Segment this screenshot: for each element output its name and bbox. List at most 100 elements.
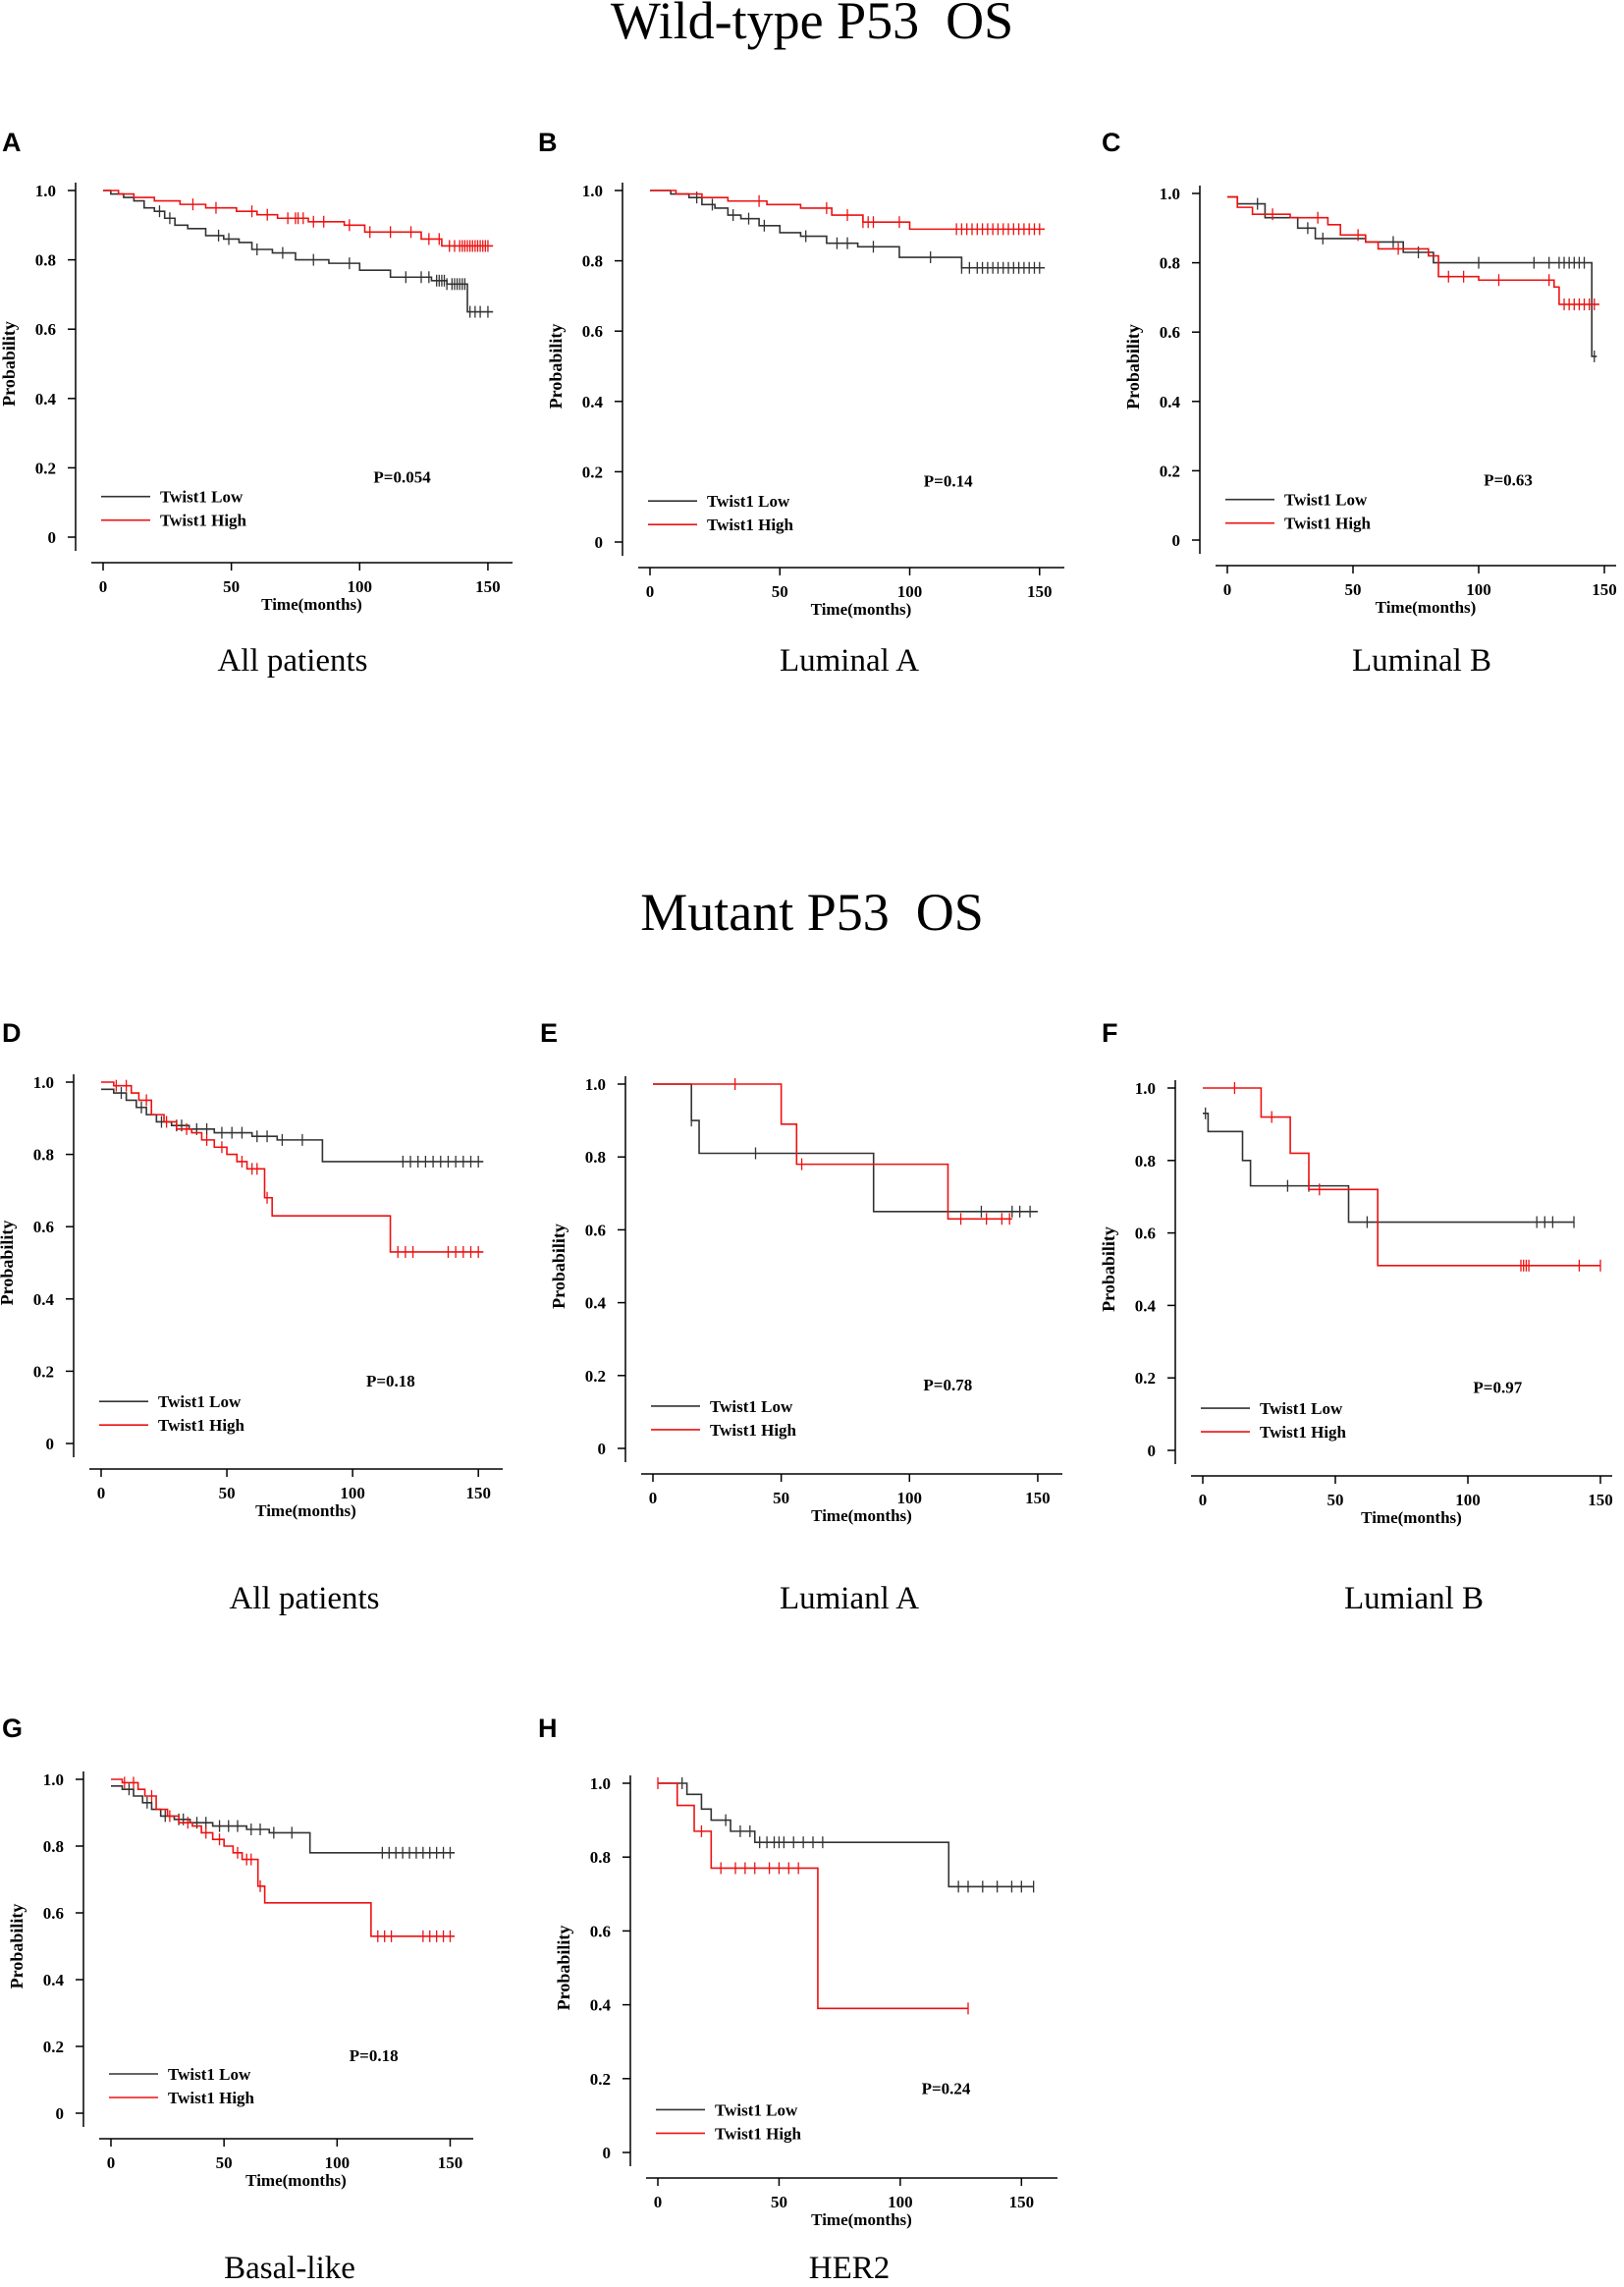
panel-caption-E: Lumianl A [779, 1581, 920, 1616]
y-tick-label: 0.8 [590, 1848, 611, 1867]
x-tick-label: 0 [1223, 580, 1232, 599]
plot-area: 0 50 100 150 0 0.2 0.4 0.6 0.8 1.0 Time(months) Pro… [1099, 1079, 1613, 1527]
x-tick-label: 0 [654, 2193, 663, 2211]
x-tick-label: 100 [897, 1489, 923, 1507]
panel-letter-C: C [1102, 128, 1121, 157]
km-curve-low [653, 1083, 1038, 1213]
x-tick-label: 150 [1027, 582, 1053, 601]
panel-letter-B: B [538, 128, 558, 157]
km-curve-low [1227, 195, 1597, 357]
km-curve-high [658, 1782, 968, 2010]
legend-label-high: Twist1 High [1260, 1423, 1347, 1442]
p-value-label: P=0.78 [923, 1376, 972, 1394]
km-chart-G: 0 50 100 150 0 0.2 0.4 0.6 0.8 1.0 Time(months) Pro… [7, 1770, 473, 2190]
km-curve-low [103, 190, 494, 313]
y-tick-label: 0 [48, 528, 57, 547]
km-curve-low [650, 190, 1046, 269]
section-title-mutant: Mutant P53 OS [640, 883, 984, 942]
y-tick-label: 0 [1172, 531, 1181, 550]
legend-label-high: Twist1 High [1284, 515, 1372, 533]
x-tick-label: 100 [1455, 1491, 1481, 1509]
x-axis-label: Time(months) [255, 1501, 356, 1520]
y-tick-label: 0 [46, 1435, 55, 1453]
y-tick-label: 0.4 [590, 1996, 612, 2015]
y-tick-label: 0.8 [1135, 1152, 1156, 1171]
x-tick-label: 50 [773, 1489, 789, 1507]
km-curve-high [1227, 195, 1599, 305]
y-tick-label: 0.6 [43, 1904, 64, 1923]
x-tick-label: 150 [1009, 2193, 1035, 2211]
km-chart-F: 0 50 100 150 0 0.2 0.4 0.6 0.8 1.0 Time(months) Pro… [1099, 1079, 1613, 1527]
y-tick-label: 0.8 [1160, 254, 1180, 273]
plot-area: 0 50 100 150 0 0.2 0.4 0.6 0.8 1.0 Time(months) Pro… [7, 1770, 473, 2190]
x-tick-label: 100 [888, 2193, 913, 2211]
y-axis-label: Probability [1099, 1226, 1118, 1312]
y-tick-label: 1.0 [1160, 185, 1180, 203]
km-chart-H: 0 50 100 150 0 0.2 0.4 0.6 0.8 1.0 Time(months) Pro… [554, 1774, 1057, 2229]
y-tick-label: 1.0 [35, 182, 56, 200]
y-tick-label: 0.8 [582, 252, 603, 271]
x-tick-label: 0 [646, 582, 655, 601]
legend-label-low: Twist1 Low [707, 492, 790, 511]
x-tick-label: 100 [340, 1484, 365, 1502]
panel-letter-A: A [2, 128, 22, 157]
y-tick-label: 0.4 [33, 1290, 55, 1309]
km-curve-high [101, 1081, 484, 1253]
legend-label-high: Twist1 High [158, 1416, 245, 1435]
y-tick-label: 0.4 [585, 1294, 607, 1313]
x-tick-label: 50 [771, 2193, 787, 2211]
plot-area: 0 50 100 150 0 0.2 0.4 0.6 0.8 1.0 Time(months) Pro… [546, 182, 1064, 619]
y-tick-label: 1.0 [1135, 1079, 1156, 1098]
panel-letter-F: F [1102, 1018, 1118, 1048]
y-tick-label: 0 [56, 2104, 65, 2123]
x-tick-label: 50 [223, 577, 240, 596]
x-tick-label: 50 [219, 1484, 236, 1502]
x-tick-label: 50 [1345, 580, 1362, 599]
km-curve-low [101, 1088, 484, 1163]
panel-letter-D: D [2, 1018, 22, 1048]
x-tick-label: 0 [1199, 1491, 1208, 1509]
y-tick-label: 0.8 [585, 1148, 606, 1167]
p-value-label: P=0.18 [366, 1372, 415, 1390]
y-tick-label: 0.4 [582, 393, 604, 411]
km-curve-high [653, 1083, 1012, 1221]
x-tick-label: 150 [1592, 580, 1617, 599]
y-axis-label: Probability [546, 324, 566, 409]
x-tick-label: 0 [107, 2153, 116, 2172]
y-tick-label: 0.2 [33, 1362, 54, 1381]
y-tick-label: 0.6 [35, 320, 56, 339]
x-tick-label: 100 [897, 582, 923, 601]
x-tick-label: 0 [649, 1489, 658, 1507]
y-tick-label: 0.4 [1160, 393, 1181, 411]
x-axis-label: Time(months) [245, 2171, 347, 2190]
y-tick-label: 0.8 [33, 1146, 54, 1165]
y-axis-label: Probability [0, 321, 19, 407]
x-tick-label: 0 [97, 1484, 106, 1502]
y-axis-label: Probability [7, 1904, 27, 1989]
y-axis-label: Probability [0, 1221, 17, 1306]
y-tick-label: 0.2 [1160, 462, 1180, 480]
panel-caption-A: All patients [217, 643, 368, 679]
panel-caption-D: All patients [229, 1581, 380, 1616]
p-value-label: P=0.63 [1484, 470, 1533, 489]
x-tick-label: 150 [438, 2153, 463, 2172]
km-curve-low [111, 1785, 456, 1854]
x-axis-label: Time(months) [1376, 598, 1477, 617]
y-tick-label: 0.8 [35, 251, 56, 270]
x-tick-label: 150 [1588, 1491, 1613, 1509]
p-value-label: P=0.18 [350, 2046, 399, 2065]
plot-area: 0 50 100 150 0 0.2 0.4 0.6 0.8 1.0 Time(months) Pro… [549, 1075, 1062, 1525]
y-tick-label: 0 [1148, 1442, 1157, 1460]
x-tick-label: 100 [325, 2153, 351, 2172]
legend-label-low: Twist1 Low [710, 1397, 793, 1416]
y-tick-label: 0 [598, 1440, 607, 1458]
y-tick-label: 0.2 [590, 2070, 611, 2089]
legend-label-high: Twist1 High [710, 1421, 797, 1440]
x-axis-label: Time(months) [261, 595, 362, 614]
y-tick-label: 0.4 [1135, 1296, 1157, 1315]
y-tick-label: 0.2 [585, 1367, 606, 1386]
y-tick-label: 0.6 [590, 1922, 611, 1940]
plot-area: 0 50 100 150 0 0.2 0.4 0.6 0.8 1.0 Time(months) Pro… [554, 1774, 1057, 2229]
legend-label-high: Twist1 High [168, 2089, 255, 2107]
p-value-label: P=0.24 [922, 2079, 971, 2097]
